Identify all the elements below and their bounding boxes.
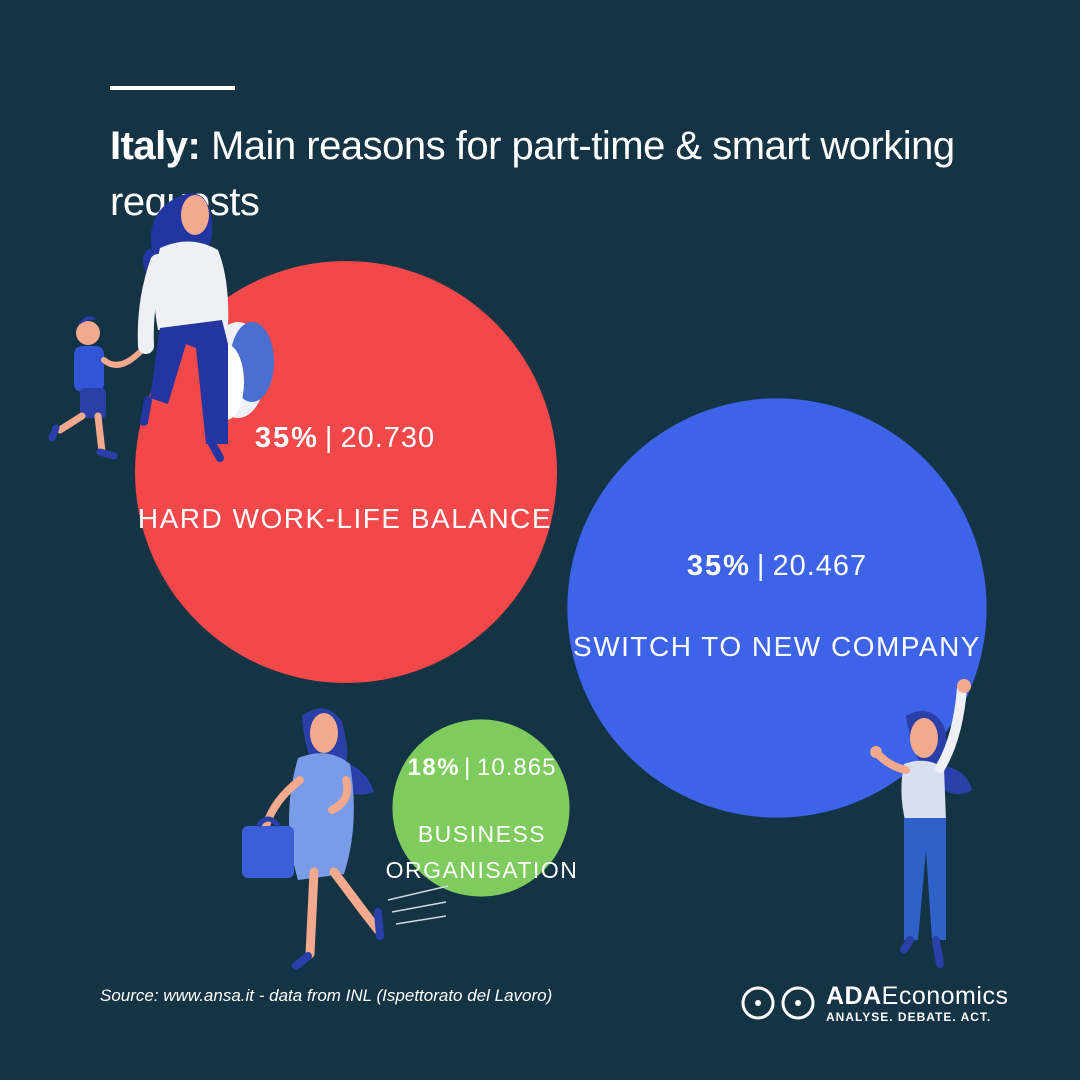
title-text: Main reasons for part-time & smart worki… — [110, 124, 955, 224]
bubble-business-organisation-value: 18% | 10.865 — [408, 754, 557, 781]
bubble-business-organisation — [392, 719, 570, 897]
logo-wordmark: ADAEconomics — [826, 982, 1008, 1011]
bubble-new-company-label: SWITCH TO NEW COMPANY — [573, 631, 981, 662]
bubble-work-life-balance-value: 35% | 20.730 — [255, 422, 435, 454]
bubble-work-life-balance-label: HARD WORK-LIFE BALANCE — [138, 503, 552, 534]
logo-tagline: ANALYSE. DEBATE. ACT. — [826, 1010, 992, 1024]
walking-woman-illustration — [242, 708, 449, 970]
page-title: Italy: Main reasons for part-time & smar… — [110, 118, 1010, 230]
bubble-business-organisation-label-line1: BUSINESS — [418, 821, 546, 847]
source-note: Source: www.ansa.it - data from INL (Isp… — [100, 986, 553, 1005]
bubble-business-organisation-label-line2: ORGANISATION — [386, 857, 579, 883]
title-rule — [110, 86, 235, 90]
brand-logo: ADAEconomics ANALYSE. DEBATE. ACT. — [740, 982, 1050, 1026]
cheering-woman-illustration — [870, 679, 972, 968]
bubble-new-company-value: 35% | 20.467 — [687, 550, 867, 582]
bubble-new-company — [567, 398, 987, 818]
logo-wordmark-thin: Economics — [881, 982, 1009, 1010]
title-country: Italy: — [110, 124, 201, 168]
logo-rings-icon — [741, 986, 815, 1020]
logo-wordmark-bold: ADA — [826, 982, 882, 1010]
mother-child-illustration — [48, 193, 274, 462]
